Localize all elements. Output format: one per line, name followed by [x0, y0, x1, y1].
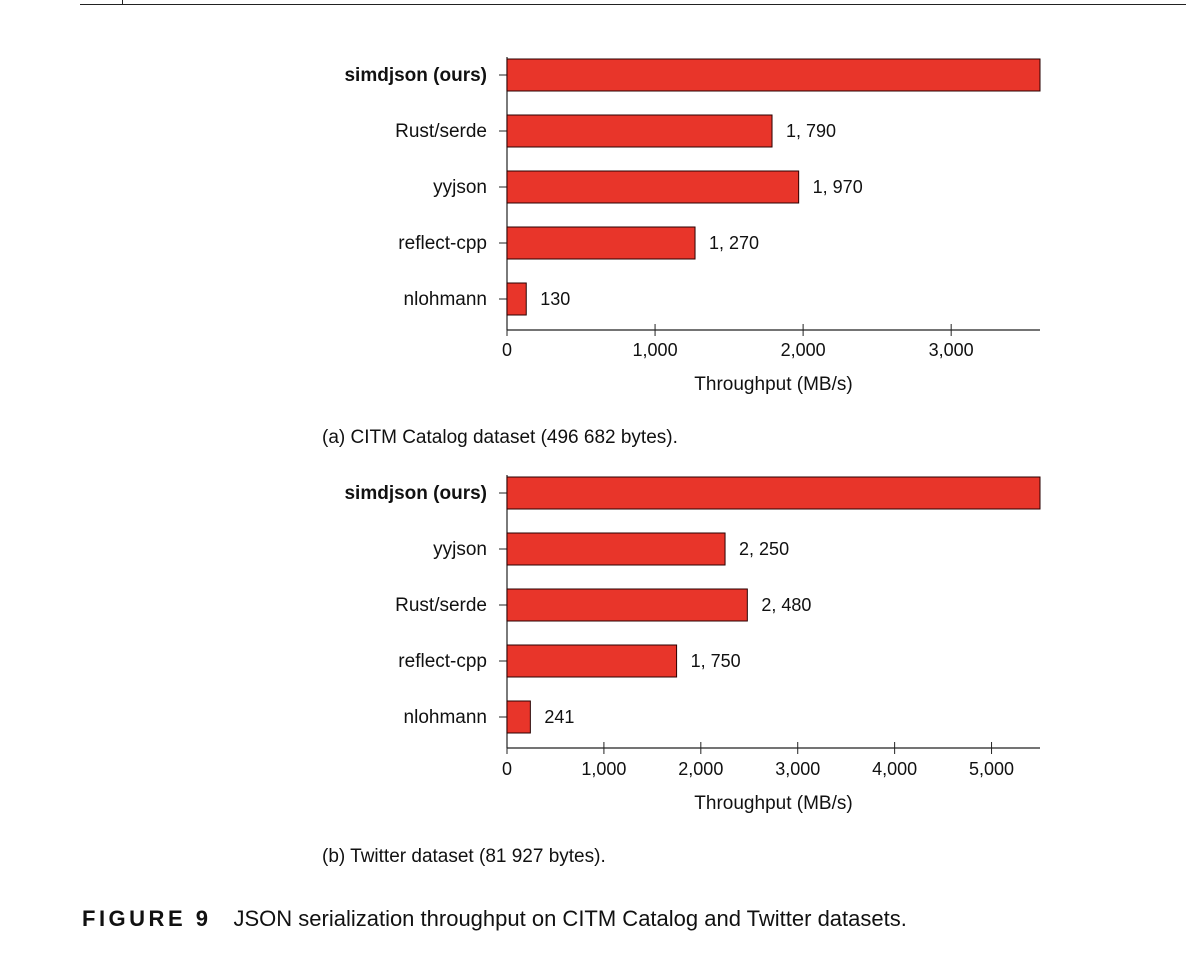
bar: [506, 476, 1041, 510]
y-tick-label: reflect-cpp: [398, 651, 487, 672]
x-tick-label: 1,000: [581, 759, 626, 779]
chart-twitter: simdjson (ours) yyjson 2, 250 Rust/serde 2, …: [344, 475, 1041, 814]
x-axis-title: Throughput (MB/s): [694, 374, 852, 395]
data-label: 241: [544, 707, 574, 727]
y-tick-label: nlohmann: [404, 289, 487, 310]
y-tick-label: yyjson: [433, 177, 487, 198]
bar: [506, 170, 800, 204]
x-tick-label: 0: [502, 340, 512, 360]
bar: [506, 58, 1041, 92]
x-tick-label: 1,000: [633, 340, 678, 360]
figure-label: FIGURE 9: [82, 906, 212, 931]
data-label: 1, 970: [813, 177, 863, 197]
chart-citm-catalog: simdjson (ours) Rust/serde 1, 790 yyjson 1, …: [344, 57, 1041, 395]
figure-caption-text: JSON serialization throughput on CITM Ca…: [233, 906, 907, 931]
bar: [506, 588, 748, 622]
data-label: 1, 750: [691, 651, 741, 671]
x-tick-label: 2,000: [678, 759, 723, 779]
figure-caption: FIGURE 9 JSON serialization throughput on…: [82, 906, 907, 932]
bar: [506, 644, 678, 678]
x-tick-label: 3,000: [775, 759, 820, 779]
data-label: 1, 270: [709, 233, 759, 253]
y-tick-label: nlohmann: [404, 707, 487, 728]
y-tick-label: simdjson (ours): [344, 65, 487, 86]
y-tick-label: Rust/serde: [395, 595, 487, 616]
bar: [506, 532, 726, 566]
x-tick-label: 0: [502, 759, 512, 779]
data-label: 130: [540, 289, 570, 309]
bar: [506, 282, 527, 316]
x-tick-label: 5,000: [969, 759, 1014, 779]
x-tick-label: 4,000: [872, 759, 917, 779]
page-header-rule: [80, 4, 1186, 5]
y-tick-label: yyjson: [433, 539, 487, 560]
data-label: 1, 790: [786, 121, 836, 141]
y-tick-label: reflect-cpp: [398, 233, 487, 254]
y-tick-label: Rust/serde: [395, 121, 487, 142]
bar: [506, 700, 531, 734]
x-tick-label: 3,000: [929, 340, 974, 360]
page-header-tick: [122, 0, 123, 5]
data-label: 2, 480: [761, 595, 811, 615]
x-tick-label: 2,000: [781, 340, 826, 360]
subcaption-twitter: (b) Twitter dataset (81 927 bytes).: [322, 846, 606, 867]
subcaption-citm: (a) CITM Catalog dataset (496 682 bytes)…: [322, 427, 678, 448]
bar: [506, 114, 773, 148]
y-tick-label: simdjson (ours): [344, 483, 487, 504]
x-axis-title: Throughput (MB/s): [694, 793, 852, 814]
data-label: 2, 250: [739, 539, 789, 559]
bar: [506, 226, 696, 260]
